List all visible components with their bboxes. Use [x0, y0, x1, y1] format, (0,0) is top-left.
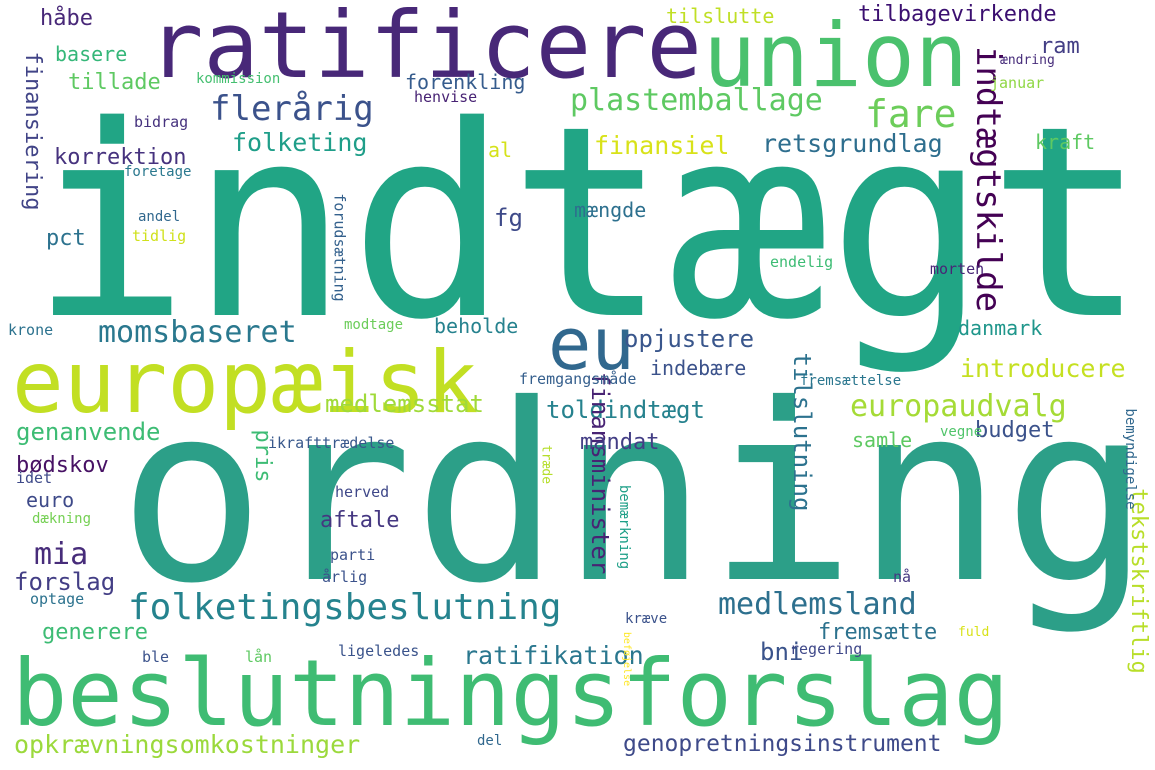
word: basere — [55, 42, 128, 66]
word: fremsætte — [818, 620, 938, 645]
word: introducere — [960, 354, 1126, 383]
word: europaudvalg — [850, 389, 1067, 424]
word: opkrævningsomkostninger — [14, 730, 361, 759]
word: mængde — [574, 198, 647, 222]
word: beslutningsforslag — [12, 640, 1009, 747]
word: forslag — [14, 568, 116, 596]
word: ikrafttrædelse — [268, 434, 395, 452]
word: flerårig — [210, 89, 374, 129]
word: parti — [330, 546, 376, 564]
word: endelig — [770, 253, 834, 271]
word: bemærkning — [616, 484, 632, 570]
word: ratifikation — [463, 641, 644, 670]
word: forenkling — [405, 70, 526, 94]
word: foretage — [124, 164, 192, 180]
word: håbe — [40, 6, 93, 31]
word: modtage — [344, 317, 404, 333]
word: forudsætning — [330, 193, 349, 302]
word: krone — [8, 321, 54, 339]
word: fuld — [958, 625, 990, 640]
word: beholde — [434, 314, 519, 338]
word: folketingsbeslutning — [128, 587, 562, 628]
word: tilslutte — [666, 4, 775, 28]
word: bemyndigelse — [1122, 408, 1138, 510]
word: ratificere — [148, 0, 702, 99]
word: genanvende — [16, 418, 161, 446]
word: fremsættelse — [800, 373, 902, 389]
word: tilbagevirkende — [858, 2, 1057, 27]
word: morten — [930, 260, 985, 278]
word: bidrag — [134, 113, 189, 131]
word: tillade — [68, 70, 161, 95]
word: ændring — [1000, 53, 1055, 68]
word: folketing — [232, 128, 368, 157]
word: årlig — [322, 568, 368, 586]
word: tidlig — [132, 227, 187, 245]
word: optage — [30, 590, 85, 608]
word: finansminister — [586, 372, 614, 575]
word: bødskov — [16, 453, 109, 478]
word: regering — [790, 640, 863, 658]
word: aftale — [320, 508, 400, 533]
word: fare — [865, 92, 957, 136]
word: momsbaseret — [98, 315, 297, 350]
word: pct — [46, 226, 86, 251]
word: henvise — [414, 88, 478, 106]
word: dækning — [32, 511, 92, 527]
word: beføjelse — [621, 631, 632, 687]
word: mandat — [580, 430, 660, 455]
word: ligeledes — [338, 642, 420, 660]
word: al — [488, 138, 513, 162]
word: europæisk — [12, 333, 478, 433]
word: opjustere — [624, 325, 755, 353]
word: kommission — [196, 71, 281, 87]
word: budget — [975, 418, 1055, 443]
word: del — [477, 733, 503, 749]
word: toldindtægt — [546, 396, 705, 424]
word: eu — [548, 302, 635, 386]
word: genopretningsinstrument — [623, 731, 942, 757]
word: ram — [1040, 34, 1080, 59]
word: lån — [245, 648, 273, 666]
word: plastemballage — [570, 83, 823, 118]
word: generere — [42, 620, 148, 645]
word: finansiering — [20, 51, 45, 211]
word: medlemsstat — [325, 390, 484, 418]
word: kraft — [1035, 130, 1096, 154]
word: andel — [138, 209, 181, 225]
word: indtægt — [30, 70, 1147, 378]
word: fg — [494, 204, 523, 232]
word: euro — [26, 488, 75, 512]
word: fremgangsmåde — [519, 370, 637, 388]
word: ordning — [118, 352, 1151, 637]
word: medlemsland — [718, 587, 917, 622]
word: indebære — [650, 356, 747, 380]
word: samle — [852, 428, 913, 452]
word: finansiel — [594, 131, 730, 160]
word: træde — [538, 444, 554, 485]
word: idet — [16, 469, 53, 487]
word: vegne — [940, 424, 983, 440]
word: nå — [893, 568, 912, 586]
word: bni — [760, 638, 804, 666]
word: januar — [990, 74, 1045, 92]
word: herved — [335, 483, 390, 501]
word: mia — [34, 537, 89, 572]
word: ble — [142, 648, 170, 666]
word: korrektion — [54, 145, 187, 170]
word: kræve — [625, 611, 668, 627]
word: retsgrundlag — [762, 129, 943, 158]
word: danmark — [958, 316, 1043, 340]
word: union — [703, 4, 968, 107]
